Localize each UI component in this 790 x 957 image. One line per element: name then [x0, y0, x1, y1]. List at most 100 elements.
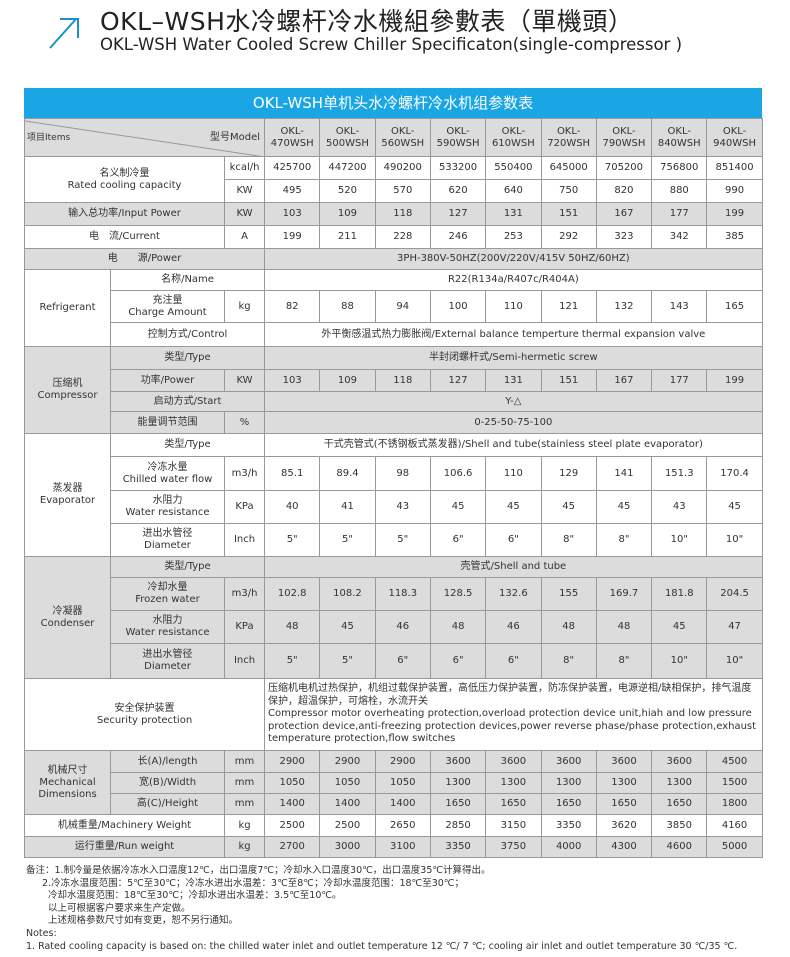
value-cell: 3850 [651, 814, 708, 837]
value-cell: 2850 [429, 814, 487, 837]
cell-text: 228 [393, 231, 413, 242]
page-subtitle: OKL-WSH Water Cooled Screw Chiller Speci… [100, 35, 683, 54]
row-label: 名称/Name [109, 269, 266, 291]
cell-text: 启动方式/Start [153, 395, 222, 407]
cell-text: 45 [507, 501, 520, 512]
cell-text: 177 [669, 208, 689, 219]
cell-text: 1400 [334, 798, 361, 809]
cell-text: 8" [563, 534, 575, 545]
cell-text: 3350 [555, 819, 582, 831]
table-row: 进出水管径 Diameter Inch 5" 5" 5" 6" 6" 8" 8" 10" 10" [25, 523, 763, 557]
page-title: OKL–WSH水冷螺杆冷水機組參數表（單機頭） [100, 7, 634, 36]
cell-text: Compressor motor overheating protection,… [268, 708, 757, 745]
value-cell: 2650 [374, 814, 431, 837]
table-row: 控制方式/Control 外平衡感温式热力膨胀阀/External balance… [25, 322, 763, 347]
cell-text: 5" [397, 534, 409, 545]
table-row: 输入总功率/Input Power KW 103 109 118 127 131 151 167… [24, 202, 763, 226]
cell-text: R22(R134a/R407c/R404A) [447, 274, 579, 285]
cell-text: 170.4 [720, 467, 749, 479]
value-cell: 490200 [374, 156, 431, 180]
cell-text: 1400 [279, 798, 305, 809]
header-items-model: 项目Items 型号Model [23, 118, 266, 157]
items-label: 项目Items [27, 133, 71, 143]
cell-text: 48 [451, 621, 465, 632]
value-cell: 102.8 [264, 577, 321, 611]
value-cell: 98 [374, 456, 431, 491]
value-cell: 165 [706, 290, 763, 323]
value-cell: 2500 [264, 814, 321, 837]
table-row: 水阻力 Water resistance KPa 48 45 46 48 46 48 48 45 47 [25, 610, 763, 644]
cell-text: 1500 [721, 777, 748, 788]
value-cell: 1650 [485, 793, 542, 815]
value-cell: 132.6 [485, 577, 542, 611]
cell-text: Security protection [96, 714, 193, 726]
value-cell: 167 [595, 202, 653, 226]
value-cell: 6" [429, 643, 487, 679]
value-cell: 3100 [374, 836, 431, 858]
cell-text: 385 [725, 231, 745, 242]
cell-text: 102.8 [277, 588, 307, 599]
value-cell: 1650 [540, 793, 597, 815]
value-cell: 3600 [485, 750, 542, 773]
cell-text: 3100 [390, 841, 416, 852]
cell-text: 211 [337, 231, 358, 242]
cell-text: 宽(B)/Width [138, 777, 197, 788]
cell-text: Evaporator [39, 495, 96, 506]
cell-text: 131 [503, 208, 523, 219]
value-cell: 385 [706, 225, 763, 249]
value-cell: 6" [485, 523, 542, 557]
cell-text: 82 [285, 300, 299, 312]
value-cell: 103 [264, 369, 321, 392]
cell-text: 0-25-50-75-100 [474, 416, 553, 428]
value-cell: 109 [319, 202, 376, 226]
value-cell: 1650 [595, 793, 653, 815]
value-cell: 45 [485, 490, 542, 524]
table-row: 宽(B)/Width mm 1050 1050 1050 1300 1300 1300 1300… [25, 772, 763, 794]
value-cell: 3150 [485, 814, 542, 837]
cell-text: 121 [559, 300, 579, 312]
cell-text: 490200 [383, 162, 422, 173]
group-label: 机械尺寸 Mechanical Dimensions [24, 750, 111, 815]
cell-text: mm [234, 755, 255, 767]
value-cell: 110 [485, 290, 542, 323]
cell-text: 高(C)/Height [136, 798, 199, 809]
value-cell: 151.3 [651, 456, 708, 491]
cell-text: 98 [396, 467, 410, 479]
cell-text: 100 [448, 300, 468, 312]
value-cell: 8" [540, 523, 597, 557]
unit-cell: kcal/h [223, 156, 266, 180]
table-row: 冷却水量 Frozen water m3/h 102.8 108.2 118.3 128.5… [25, 577, 763, 611]
value-cell: 1300 [429, 772, 487, 794]
cell-text: 3620 [611, 819, 637, 831]
unit-cell: mm [223, 750, 266, 773]
row-label: 水阻力 Water resistance [110, 490, 225, 524]
value-cell: 1050 [319, 772, 376, 794]
unit-cell: m3/h [223, 456, 266, 491]
value-cell: 45 [595, 490, 653, 524]
value-cell: 3600 [429, 750, 487, 773]
unit-cell: Inch [223, 643, 266, 679]
cell-text: 8" [618, 655, 630, 666]
cell-text: Charge Amount [128, 306, 207, 318]
cell-text: 10" [670, 655, 688, 666]
value-cell: 1300 [595, 772, 653, 794]
notes-label: Notes: [26, 927, 57, 939]
cell-text: 3600 [500, 755, 527, 767]
row-label: 控制方式/Control [109, 322, 266, 347]
cell-text: 108.2 [333, 588, 362, 599]
cell-text: 570 [393, 185, 413, 196]
value-cell: 106.6 [429, 456, 487, 491]
row-label: 冷冻水量 Chilled water flow [110, 456, 225, 491]
cell-text: 功率/Power [140, 374, 195, 386]
cell-text: 10" [725, 534, 744, 545]
cell-text: 10" [670, 534, 688, 545]
cell-text: 充注量 [152, 294, 183, 306]
value-cell: 151 [540, 202, 597, 226]
unit-cell: kg [223, 290, 266, 323]
value-cell: 199 [264, 225, 321, 249]
table-title: OKL-WSH单机头水冷螺杆冷水机组参数表 [24, 88, 762, 118]
group-label: Refrigerant [24, 269, 111, 347]
security-value: 压缩机电机过热保护，机组过载保护装置，高低压力保护装置，防冻保护装置，电源逆相/… [264, 678, 763, 751]
cell-text: 143 [669, 300, 689, 312]
unit-cell: KW [223, 179, 266, 203]
